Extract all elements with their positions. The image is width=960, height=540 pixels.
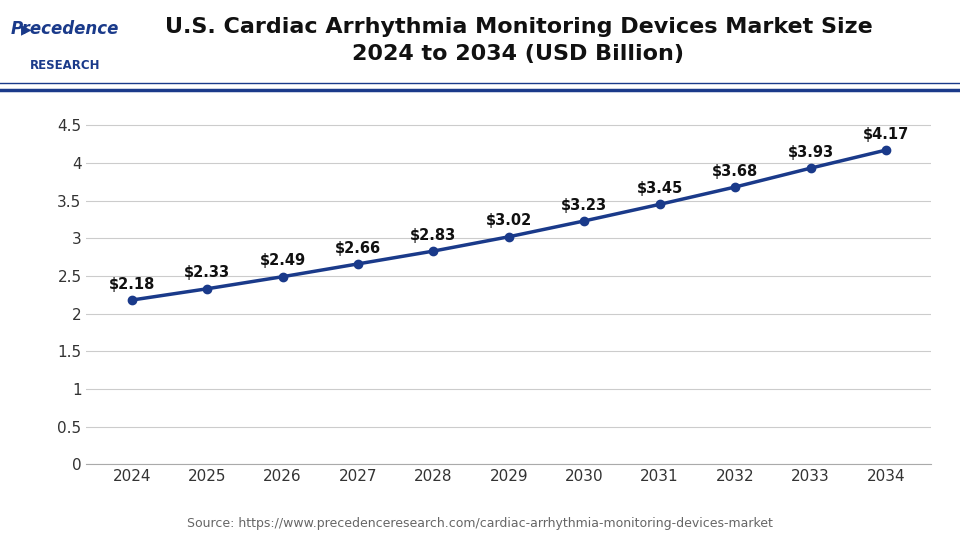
Text: $3.68: $3.68 bbox=[712, 164, 758, 179]
Text: $3.45: $3.45 bbox=[636, 181, 683, 196]
Text: U.S. Cardiac Arrhythmia Monitoring Devices Market Size
2024 to 2034 (USD Billion: U.S. Cardiac Arrhythmia Monitoring Devic… bbox=[164, 17, 873, 64]
Text: $4.17: $4.17 bbox=[863, 127, 909, 142]
Text: $2.33: $2.33 bbox=[184, 266, 230, 280]
Text: $3.02: $3.02 bbox=[486, 213, 532, 228]
Text: $2.83: $2.83 bbox=[410, 228, 457, 243]
Text: RESEARCH: RESEARCH bbox=[30, 59, 101, 72]
Text: ▶: ▶ bbox=[20, 22, 32, 36]
Text: Source: https://www.precedenceresearch.com/cardiac-arrhythmia-monitoring-devices: Source: https://www.precedenceresearch.c… bbox=[187, 517, 773, 530]
Text: $2.18: $2.18 bbox=[108, 277, 155, 292]
Text: Precedence: Precedence bbox=[12, 20, 119, 38]
Text: $2.49: $2.49 bbox=[259, 253, 305, 268]
Text: $2.66: $2.66 bbox=[335, 241, 381, 255]
Text: $3.23: $3.23 bbox=[562, 198, 608, 213]
Text: $3.93: $3.93 bbox=[787, 145, 833, 160]
